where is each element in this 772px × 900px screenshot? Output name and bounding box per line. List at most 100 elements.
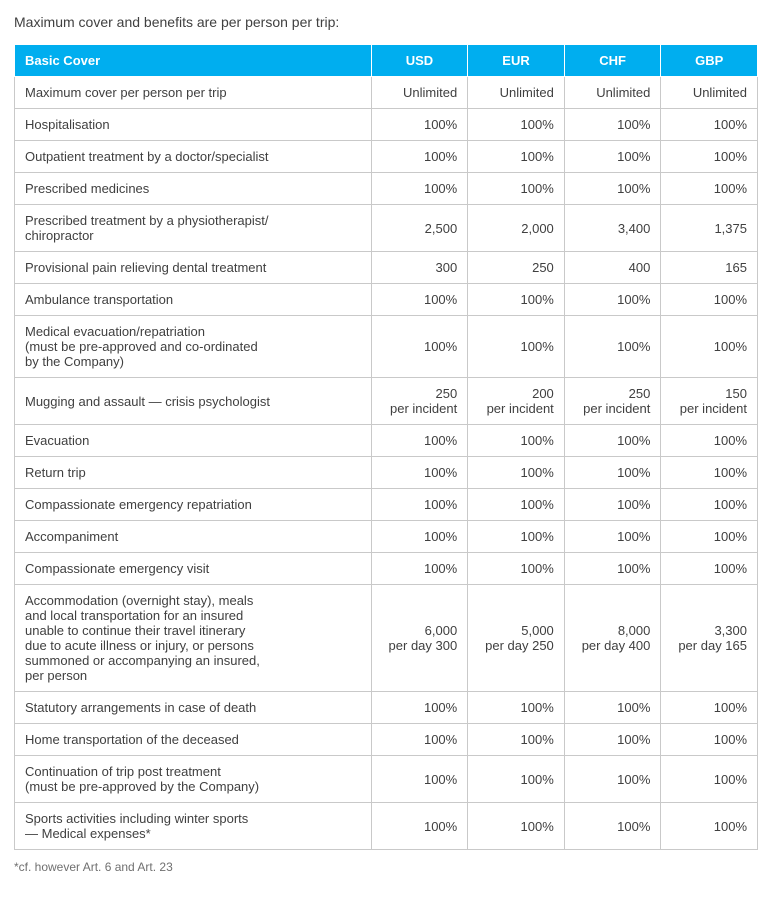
row-value: 200per incident <box>468 378 565 425</box>
row-label: Evacuation <box>15 425 372 457</box>
row-value: Unlimited <box>371 77 468 109</box>
row-value: 100% <box>468 284 565 316</box>
row-value: 100% <box>371 521 468 553</box>
row-value: 100% <box>371 316 468 378</box>
row-value: 100% <box>468 425 565 457</box>
header-col-chf: CHF <box>564 45 661 77</box>
row-value: 100% <box>564 724 661 756</box>
row-value: 100% <box>564 521 661 553</box>
row-label: Accommodation (overnight stay), mealsand… <box>15 585 372 692</box>
row-value: 100% <box>564 316 661 378</box>
row-value: 100% <box>661 316 758 378</box>
intro-text: Maximum cover and benefits are per perso… <box>14 14 758 30</box>
row-value: 100% <box>468 457 565 489</box>
footnote: *cf. however Art. 6 and Art. 23 <box>14 860 758 874</box>
row-value: Unlimited <box>468 77 565 109</box>
row-value: 3,300per day 165 <box>661 585 758 692</box>
row-label: Compassionate emergency visit <box>15 553 372 585</box>
row-value: 100% <box>371 803 468 850</box>
header-col-gbp: GBP <box>661 45 758 77</box>
row-value: 1,375 <box>661 205 758 252</box>
row-value: 100% <box>661 141 758 173</box>
row-value: 100% <box>468 692 565 724</box>
row-label: Accompaniment <box>15 521 372 553</box>
row-value: 100% <box>371 284 468 316</box>
row-value: Unlimited <box>564 77 661 109</box>
header-title: Basic Cover <box>15 45 372 77</box>
row-value: 100% <box>661 724 758 756</box>
header-col-eur: EUR <box>468 45 565 77</box>
table-row: Accommodation (overnight stay), mealsand… <box>15 585 758 692</box>
row-value: 5,000per day 250 <box>468 585 565 692</box>
row-value: 100% <box>371 109 468 141</box>
row-value: 100% <box>564 425 661 457</box>
table-row: Statutory arrangements in case of death1… <box>15 692 758 724</box>
table-row: Compassionate emergency repatriation 100%… <box>15 489 758 521</box>
row-value: 100% <box>564 803 661 850</box>
table-row: Outpatient treatment by a doctor/special… <box>15 141 758 173</box>
row-value: 100% <box>564 489 661 521</box>
row-value: 100% <box>661 756 758 803</box>
row-value: 100% <box>661 489 758 521</box>
row-label: Home transportation of the deceased <box>15 724 372 756</box>
row-value: 2,500 <box>371 205 468 252</box>
row-value: 100% <box>371 457 468 489</box>
table-row: Compassionate emergency visit100%100%100… <box>15 553 758 585</box>
table-row: Accompaniment100%100%100%100% <box>15 521 758 553</box>
row-value: 100% <box>468 316 565 378</box>
row-value: 100% <box>371 173 468 205</box>
row-value: 100% <box>468 109 565 141</box>
table-body: Maximum cover per person per tripUnlimit… <box>15 77 758 850</box>
row-value: 100% <box>468 489 565 521</box>
table-row: Provisional pain relieving dental treatm… <box>15 252 758 284</box>
row-value: 100% <box>564 692 661 724</box>
row-label: Compassionate emergency repatriation <box>15 489 372 521</box>
benefits-table: Basic Cover USD EUR CHF GBP Maximum cove… <box>14 44 758 850</box>
row-value: 100% <box>564 284 661 316</box>
row-value: 100% <box>468 173 565 205</box>
row-value: 100% <box>564 141 661 173</box>
row-value: 250per incident <box>371 378 468 425</box>
row-label: Prescribed treatment by a physiotherapis… <box>15 205 372 252</box>
row-label: Return trip <box>15 457 372 489</box>
row-value: 100% <box>661 803 758 850</box>
row-value: 100% <box>371 425 468 457</box>
table-row: Continuation of trip post treatment(must… <box>15 756 758 803</box>
row-label: Prescribed medicines <box>15 173 372 205</box>
row-value: 100% <box>564 457 661 489</box>
row-value: Unlimited <box>661 77 758 109</box>
table-row: Prescribed medicines100%100%100%100% <box>15 173 758 205</box>
row-label: Ambulance transportation <box>15 284 372 316</box>
row-value: 100% <box>468 141 565 173</box>
row-value: 300 <box>371 252 468 284</box>
row-value: 2,000 <box>468 205 565 252</box>
table-row: Prescribed treatment by a physiotherapis… <box>15 205 758 252</box>
row-label: Medical evacuation/repatriation(must be … <box>15 316 372 378</box>
row-value: 8,000per day 400 <box>564 585 661 692</box>
header-col-usd: USD <box>371 45 468 77</box>
row-value: 100% <box>661 109 758 141</box>
row-value: 100% <box>661 553 758 585</box>
row-label: Maximum cover per person per trip <box>15 77 372 109</box>
row-value: 100% <box>564 553 661 585</box>
row-label: Sports activities including winter sport… <box>15 803 372 850</box>
row-value: 400 <box>564 252 661 284</box>
row-value: 100% <box>661 692 758 724</box>
row-value: 100% <box>564 173 661 205</box>
row-value: 100% <box>661 284 758 316</box>
table-row: Home transportation of the deceased100%1… <box>15 724 758 756</box>
row-value: 100% <box>371 756 468 803</box>
row-value: 100% <box>468 521 565 553</box>
row-value: 100% <box>468 553 565 585</box>
row-value: 100% <box>371 141 468 173</box>
row-value: 100% <box>371 724 468 756</box>
row-value: 100% <box>468 756 565 803</box>
row-label: Continuation of trip post treatment(must… <box>15 756 372 803</box>
row-value: 100% <box>468 724 565 756</box>
row-label: Outpatient treatment by a doctor/special… <box>15 141 372 173</box>
row-value: 100% <box>564 756 661 803</box>
row-value: 150per incident <box>661 378 758 425</box>
row-value: 250per incident <box>564 378 661 425</box>
table-row: Medical evacuation/repatriation(must be … <box>15 316 758 378</box>
table-row: Mugging and assault — crisis psychologis… <box>15 378 758 425</box>
